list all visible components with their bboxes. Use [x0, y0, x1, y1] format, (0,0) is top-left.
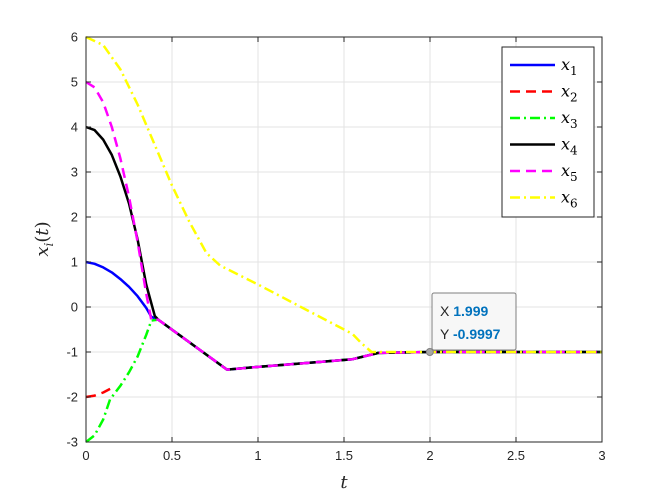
datatip-x-value: 1.999 [453, 303, 488, 319]
y-axis-label: xi(t) [32, 221, 56, 256]
series-line-x6 [85, 35, 602, 354]
y-tick-label: 4 [71, 120, 78, 135]
datatip-marker[interactable] [425, 347, 434, 356]
legend-label-x6: x6 [561, 188, 578, 211]
datatip-y-value: -0.9997 [453, 326, 501, 342]
y-tick-label: 5 [71, 75, 78, 90]
legend-label-x2: x2 [561, 82, 578, 105]
x-tick-labels: 0 0.5 1 1.5 2 2.5 3 [82, 448, 605, 463]
legend-label-x4: x4 [561, 135, 578, 158]
x-tick-label: 2 [426, 448, 433, 463]
y-tick-label: -2 [66, 390, 78, 405]
x-tick-label: 1 [254, 448, 261, 463]
ticks [85, 36, 603, 443]
legend: x1 x2 x3 x4 x5 x6 [501, 46, 595, 218]
datatip-x-label: X [440, 303, 453, 319]
y-tick-label: -3 [66, 435, 78, 450]
datatip-y-row: Y -0.9997 [440, 326, 501, 342]
y-tick-labels: -3 -2 -1 0 1 2 3 4 5 6 [66, 30, 78, 450]
series-line-x2 [85, 387, 111, 399]
x-tick-label: 0.5 [163, 448, 181, 463]
y-tick-label: 6 [71, 30, 78, 45]
datatip-box [431, 292, 517, 351]
x-tick-label: 3 [598, 448, 605, 463]
x-axis-label: t [340, 472, 348, 493]
series-lines [85, 35, 602, 443]
x-tick-label: 2.5 [507, 448, 525, 463]
y-tick-label: 2 [71, 210, 78, 225]
y-tick-label: 3 [71, 165, 78, 180]
y-tick-label: -1 [66, 345, 78, 360]
x-tick-label: 1.5 [335, 448, 353, 463]
y-tick-label: 1 [71, 255, 78, 270]
datatip-y-label: Y [440, 326, 453, 342]
legend-label-x3: x3 [561, 108, 578, 131]
x-tick-label: 0 [82, 448, 89, 463]
datatip-x-row: X 1.999 [440, 303, 488, 319]
legend-label-x1: x1 [561, 55, 578, 78]
legend-box [501, 46, 595, 218]
y-tick-label: 0 [71, 300, 78, 315]
series-line-x3 [85, 318, 602, 443]
legend-label-x5: x5 [561, 161, 578, 184]
